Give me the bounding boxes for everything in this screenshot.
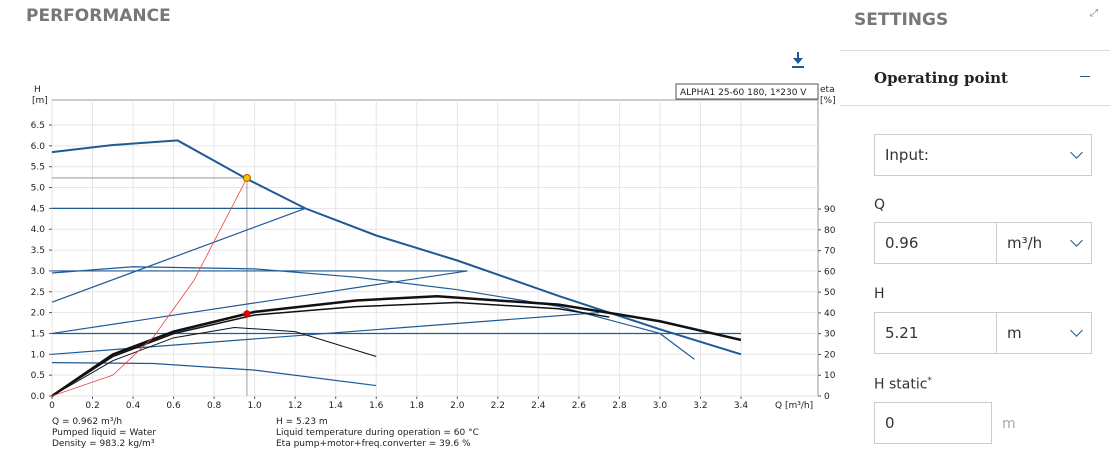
q-value: 0.96: [885, 234, 919, 252]
y2-tick-label: 30: [824, 330, 836, 340]
info-text: Eta pump+motor+freq.converter = 39.6 %: [276, 439, 471, 449]
y2-tick-label: 40: [824, 309, 836, 319]
y2-axis-unit: [%]: [820, 96, 836, 106]
info-text: Q = 0.962 m³/h: [52, 417, 122, 427]
h-value: 5.21: [885, 324, 919, 342]
y-tick-label: 6.0: [31, 142, 46, 152]
y-tick-label: 5.0: [31, 184, 46, 194]
x-tick-label: 3.2: [693, 401, 707, 411]
h-input[interactable]: 5.21: [874, 312, 997, 354]
download-icon[interactable]: [792, 52, 804, 68]
x-tick-label: 0.6: [166, 401, 181, 411]
h-unit: m: [1007, 324, 1022, 342]
info-text: Pumped liquid = Water: [52, 428, 156, 438]
hstatic-label: H static*: [874, 376, 932, 393]
q-label: Q: [874, 197, 886, 213]
y-axis-unit: [m]: [32, 96, 48, 106]
y-tick-label: 2.0: [31, 309, 46, 319]
y-axis-label: H: [34, 85, 41, 95]
curve: [51, 139, 742, 356]
q-input[interactable]: 0.96: [874, 222, 997, 264]
expand-icon[interactable]: ⤢: [1090, 8, 1098, 19]
info-text: Density = 983.2 kg/m³: [52, 439, 155, 449]
x-tick-label: 0.8: [207, 401, 222, 411]
x-tick-label: 3.0: [653, 401, 668, 411]
q-unit-select[interactable]: m³/h: [996, 222, 1092, 264]
settings-title: SETTINGS: [854, 10, 949, 30]
curve: [51, 312, 600, 355]
y-tick-label: 3.5: [31, 246, 45, 256]
h-label: H: [874, 286, 885, 302]
x-tick-label: 0: [49, 401, 55, 411]
hstatic-input[interactable]: 0: [874, 402, 992, 444]
y2-tick-label: 20: [824, 350, 836, 360]
section-title: Operating point: [874, 69, 1008, 87]
section-header[interactable]: [840, 50, 1110, 106]
y-tick-label: 5.5: [31, 163, 45, 173]
hstatic-text: H static: [874, 376, 928, 393]
hstatic-value: 0: [885, 414, 895, 432]
x-tick-label: 0.4: [126, 401, 141, 411]
y-tick-label: 0.0: [31, 392, 46, 402]
curve: [51, 270, 468, 335]
x-axis-label: Q [m³/h]: [775, 401, 813, 411]
x-tick-label: 1.6: [369, 401, 384, 411]
q-unit: m³/h: [1007, 234, 1043, 252]
y-tick-label: 2.5: [31, 288, 45, 298]
curve: [51, 266, 695, 360]
operating-point: [242, 173, 251, 182]
curve: [51, 326, 377, 397]
x-tick-label: 2.4: [531, 401, 546, 411]
input-label: Input:: [885, 146, 929, 164]
y2-tick-label: 0: [824, 392, 830, 402]
info-text: Liquid temperature during operation = 60…: [276, 428, 479, 438]
y-tick-label: 1.5: [31, 329, 45, 339]
x-tick-label: 1.0: [247, 401, 262, 411]
curve: [51, 295, 742, 398]
y2-tick-label: 50: [824, 288, 836, 298]
required-mark: *: [927, 376, 932, 386]
plot-frame: [51, 99, 819, 397]
y-tick-label: 4.0: [31, 225, 46, 235]
hstatic-unit: m: [1002, 416, 1016, 432]
y-tick-label: 4.5: [31, 204, 45, 214]
y-tick-label: 6.5: [31, 121, 45, 131]
curve: [51, 178, 247, 397]
info-text: H = 5.23 m: [276, 417, 328, 427]
y-tick-label: 0.5: [31, 371, 45, 381]
x-tick-label: 3.4: [734, 401, 749, 411]
x-tick-label: 0.2: [85, 401, 99, 411]
x-tick-label: 1.8: [410, 401, 425, 411]
x-tick-label: 1.2: [288, 401, 302, 411]
y2-tick-label: 70: [824, 247, 836, 257]
y2-tick-label: 80: [824, 226, 836, 236]
y2-tick-label: 60: [824, 267, 836, 277]
y2-tick-label: 10: [824, 371, 836, 381]
y-tick-label: 1.0: [31, 350, 46, 360]
x-tick-label: 2.0: [450, 401, 465, 411]
panel-title: PERFORMANCE: [26, 6, 171, 26]
legend-text: ALPHA1 25-60 180, 1*230 V: [680, 88, 807, 98]
operating-point: [243, 310, 251, 318]
h-unit-select[interactable]: m: [996, 312, 1092, 354]
curve: [51, 207, 306, 303]
performance-panel: PERFORMANCE 0 0.2 0.4 0.6 0.8 1.0 1.2 1.4 1.6 1.8…: [26, 6, 836, 449]
y2-tick-label: 90: [824, 205, 836, 215]
x-tick-label: 2.2: [491, 401, 505, 411]
input-select[interactable]: Input:: [874, 134, 1092, 176]
settings-panel: SETTINGS ⤢ Operating point Input: Q 0.96…: [840, 0, 1110, 452]
x-tick-label: 2.8: [612, 401, 627, 411]
curve: [51, 301, 610, 397]
y-tick-label: 3.0: [31, 267, 46, 277]
collapse-icon[interactable]: [1080, 76, 1090, 77]
x-tick-label: 2.6: [572, 401, 587, 411]
y2-axis-label: eta: [820, 85, 835, 95]
x-tick-label: 1.4: [329, 401, 344, 411]
legend-box: [675, 83, 819, 100]
